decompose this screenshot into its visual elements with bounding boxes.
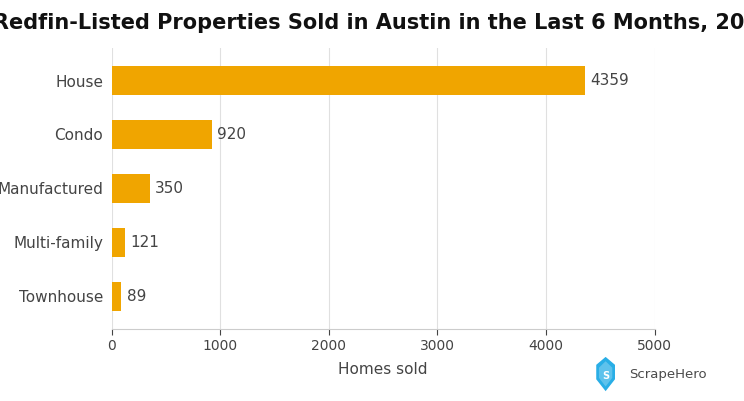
Text: 4359: 4359 — [591, 73, 629, 88]
Bar — [112, 282, 121, 311]
Text: 350: 350 — [155, 181, 184, 196]
Title: Redfin-Listed Properties Sold in Austin in the Last 6 Months, 2023: Redfin-Listed Properties Sold in Austin … — [0, 13, 744, 32]
Polygon shape — [599, 361, 612, 387]
Text: 89: 89 — [126, 289, 146, 304]
Bar — [112, 228, 125, 257]
Bar — [112, 119, 211, 149]
Text: ScrapeHero: ScrapeHero — [629, 369, 706, 381]
X-axis label: Homes sold: Homes sold — [339, 362, 428, 377]
Text: S: S — [602, 371, 609, 381]
Text: 121: 121 — [130, 235, 159, 250]
Bar — [112, 174, 150, 203]
Polygon shape — [596, 357, 615, 391]
Text: 920: 920 — [217, 127, 246, 142]
Bar — [112, 66, 585, 95]
